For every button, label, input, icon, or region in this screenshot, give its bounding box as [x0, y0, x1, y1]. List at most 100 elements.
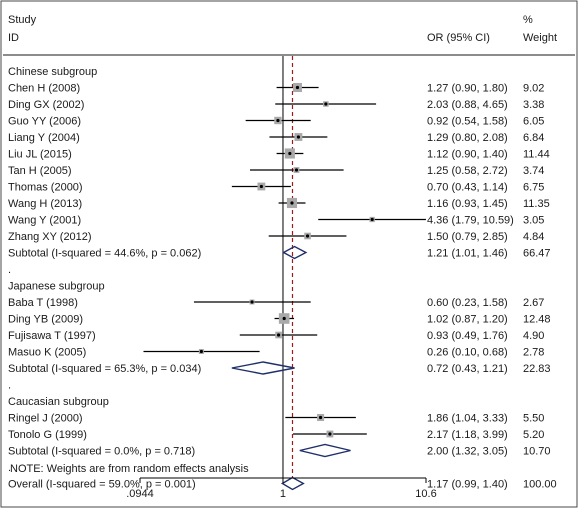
pooled-diamond-subtotal-i-squared-44-6-p-0-062	[282, 245, 308, 260]
study-label-fujisawa-t-1997: Fujisawa T (1997)	[8, 330, 96, 342]
study-label-chen-h-2008: Chen H (2008)	[8, 83, 80, 95]
x-tick-label-1: 1	[280, 488, 286, 500]
study-label-liu-jl-2015: Liu JL (2015)	[8, 149, 72, 161]
study-weight-baba-t-1998: 2.67	[523, 297, 544, 309]
study-label-baba-t-1998: Baba T (1998)	[8, 297, 78, 309]
study-label-ding-gx-2002: Ding GX (2002)	[8, 99, 84, 111]
x-tick-label-106: 10.6	[415, 488, 436, 500]
header-study: Study	[8, 14, 37, 26]
study-label-liang-y-2004: Liang Y (2004)	[8, 132, 80, 144]
point-estimate-wang-h-2013	[290, 201, 294, 205]
point-estimate-masuo-k-2005	[199, 349, 203, 354]
point-estimate-liang-y-2004	[296, 135, 301, 139]
study-or-ci-liang-y-2004: 1.29 (0.80, 2.08)	[427, 132, 508, 144]
study-label-wang-y-2001: Wang Y (2001)	[8, 215, 81, 227]
study-weight-ding-gx-2002: 3.38	[523, 99, 544, 111]
study-label-ding-yb-2009: Ding YB (2009)	[8, 314, 83, 326]
study-or-ci-zhang-xy-2012: 1.50 (0.79, 2.85)	[427, 231, 508, 243]
study-label-tonolo-g-1999: Tonolo G (1999)	[8, 429, 87, 441]
overall-weight-overall-i-squared-59-0-p-0-001: 100.00	[523, 479, 557, 491]
subtotal-label-subtotal-i-squared-0-0-p-0-718: Subtotal (I-squared = 0.0%, p = 0.718)	[8, 446, 195, 458]
study-weight-wang-y-2001: 3.05	[523, 215, 544, 227]
header-weight-percent: %	[523, 14, 533, 26]
study-weight-guo-yy-2006: 6.05	[523, 116, 544, 128]
study-or-ci-liu-jl-2015: 1.12 (0.90, 1.40)	[427, 149, 508, 161]
study-weight-tonolo-g-1999: 5.20	[523, 429, 544, 441]
subtotal-label-subtotal-i-squared-65-3-p-0-034: Subtotal (I-squared = 65.3%, p = 0.034)	[8, 363, 201, 375]
subgroup-header-chinese-subgroup: Chinese subgroup	[8, 66, 97, 78]
subtotal-or-ci-subtotal-i-squared-65-3-p-0-034: 0.72 (0.43, 1.21)	[427, 363, 508, 375]
point-estimate-fujisawa-t-1997	[276, 333, 281, 337]
subgroup-spacer: .	[8, 264, 11, 276]
study-label-tan-h-2005: Tan H (2005)	[8, 165, 72, 177]
subtotal-or-ci-subtotal-i-squared-0-0-p-0-718: 2.00 (1.32, 3.05)	[427, 446, 508, 458]
x-axis: .0944 1 10.6	[126, 477, 437, 500]
study-label-guo-yy-2006: Guo YY (2006)	[8, 116, 81, 128]
point-estimate-thomas-2000	[259, 184, 263, 189]
study-weight-thomas-2000: 6.75	[523, 182, 544, 194]
header-or-ci: OR (95% CI)	[427, 32, 490, 44]
study-label-ringel-j-2000: Ringel J (2000)	[8, 413, 83, 425]
study-weight-masuo-k-2005: 2.78	[523, 347, 544, 359]
point-estimate-baba-t-1998	[250, 300, 254, 304]
study-weight-chen-h-2008: 9.02	[523, 83, 544, 95]
study-or-ci-fujisawa-t-1997: 0.93 (0.49, 1.76)	[427, 330, 508, 342]
weights-note: NOTE: Weights are from random effects an…	[10, 463, 249, 475]
study-weight-liang-y-2004: 6.84	[523, 132, 544, 144]
pooled-diamond-subtotal-i-squared-0-0-p-0-718	[299, 443, 351, 458]
point-estimate-wang-y-2001	[370, 217, 374, 222]
overall-label-overall-i-squared-59-0-p-0-001: Overall (I-squared = 59.0%, p = 0.001)	[8, 479, 196, 491]
header-weight: Weight	[523, 32, 557, 44]
study-or-ci-ding-gx-2002: 2.03 (0.88, 4.65)	[427, 99, 508, 111]
point-estimate-liu-jl-2015	[288, 151, 292, 156]
x-tick-label-0944: .0944	[126, 488, 154, 500]
study-weight-liu-jl-2015: 11.44	[523, 149, 550, 161]
header-id: ID	[8, 32, 19, 44]
point-estimate-zhang-xy-2012	[305, 234, 310, 238]
subgroup-spacer: .	[8, 380, 11, 392]
study-label-masuo-k-2005: Masuo K (2005)	[8, 347, 86, 359]
study-weight-fujisawa-t-1997: 4.90	[523, 330, 544, 342]
study-weight-wang-h-2013: 11.35	[523, 198, 550, 210]
study-or-ci-thomas-2000: 0.70 (0.43, 1.14)	[427, 182, 508, 194]
study-or-ci-ding-yb-2009: 1.02 (0.87, 1.20)	[427, 314, 508, 326]
study-or-ci-masuo-k-2005: 0.26 (0.10, 0.68)	[427, 347, 508, 359]
overall-or-ci-overall-i-squared-59-0-p-0-001: 1.17 (0.99, 1.40)	[427, 479, 508, 491]
study-or-ci-wang-h-2013: 1.16 (0.93, 1.45)	[427, 198, 508, 210]
subgroup-header-caucasian-subgroup: Caucasian subgroup	[8, 396, 109, 408]
pooled-diamond-subtotal-i-squared-65-3-p-0-034	[231, 361, 295, 375]
study-label-wang-h-2013: Wang H (2013)	[8, 198, 82, 210]
pooled-diamond-overall-i-squared-59-0-p-0-001	[280, 476, 305, 491]
point-estimate-tan-h-2005	[294, 168, 299, 172]
study-weight-zhang-xy-2012: 4.84	[523, 231, 544, 243]
study-or-ci-chen-h-2008: 1.27 (0.90, 1.80)	[427, 83, 508, 95]
point-estimate-guo-yy-2006	[276, 118, 280, 123]
subtotal-label-subtotal-i-squared-44-6-p-0-062: Subtotal (I-squared = 44.6%, p = 0.062)	[8, 248, 201, 260]
study-label-thomas-2000: Thomas (2000)	[8, 182, 83, 194]
study-weight-ringel-j-2000: 5.50	[523, 413, 544, 425]
subtotal-weight-subtotal-i-squared-0-0-p-0-718: 10.70	[523, 446, 551, 458]
point-estimate-ding-yb-2009	[282, 316, 286, 321]
subgroup-header-japanese-subgroup: Japanese subgroup	[8, 281, 105, 293]
study-or-ci-ringel-j-2000: 1.86 (1.04, 3.33)	[427, 413, 508, 425]
subtotal-weight-subtotal-i-squared-44-6-p-0-062: 66.47	[523, 248, 551, 260]
forest-rows: Chinese subgroup Chen H (2008) 1.27 (0.90,…	[8, 56, 557, 491]
study-or-ci-tan-h-2005: 1.25 (0.58, 2.72)	[427, 165, 508, 177]
study-weight-tan-h-2005: 3.74	[523, 165, 544, 177]
point-estimate-ding-gx-2002	[324, 102, 328, 106]
subgroup-spacer: .	[8, 462, 11, 474]
point-estimate-tonolo-g-1999	[328, 432, 332, 436]
study-or-ci-guo-yy-2006: 0.92 (0.54, 1.58)	[427, 116, 508, 128]
subtotal-weight-subtotal-i-squared-65-3-p-0-034: 22.83	[523, 363, 551, 375]
subtotal-or-ci-subtotal-i-squared-44-6-p-0-062: 1.21 (1.01, 1.46)	[427, 248, 508, 260]
study-or-ci-tonolo-g-1999: 2.17 (1.18, 3.99)	[427, 429, 508, 441]
study-or-ci-wang-y-2001: 4.36 (1.79, 10.59)	[427, 215, 514, 227]
study-weight-ding-yb-2009: 12.48	[523, 314, 551, 326]
point-estimate-ringel-j-2000	[318, 415, 323, 420]
study-or-ci-baba-t-1998: 0.60 (0.23, 1.58)	[427, 297, 508, 309]
point-estimate-chen-h-2008	[295, 85, 300, 90]
study-label-zhang-xy-2012: Zhang XY (2012)	[8, 231, 92, 243]
